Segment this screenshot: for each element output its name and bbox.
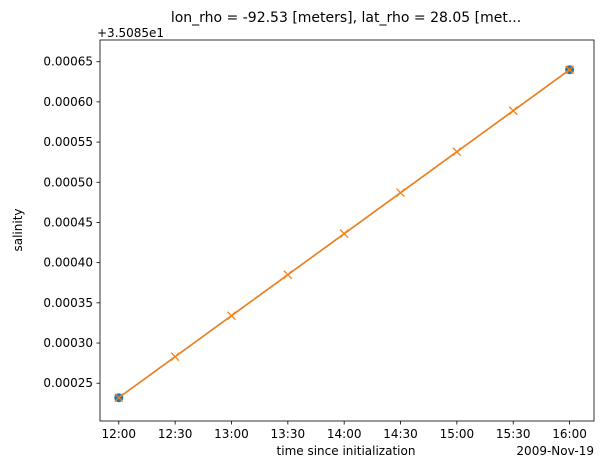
point-marker <box>283 270 293 280</box>
y-tick-label: 0.00035 <box>43 296 93 310</box>
x-axis-label: time since initialization <box>277 444 416 458</box>
point-marker <box>508 106 518 116</box>
y-tick-label: 0.00030 <box>43 336 93 350</box>
y-axis-label: salinity <box>11 208 25 251</box>
x-tick-label: 15:00 <box>440 427 475 441</box>
x-tick-label: 14:30 <box>383 427 418 441</box>
point-marker <box>452 147 462 157</box>
x-tick-label: 13:00 <box>214 427 249 441</box>
y-tick-label: 0.00050 <box>43 175 93 189</box>
point-marker <box>227 311 236 321</box>
y-tick-label: 0.00025 <box>43 376 93 390</box>
point-marker <box>339 229 349 239</box>
point-marker <box>170 352 180 362</box>
chart-title: lon_rho = -92.53 [meters], lat_rho = 28.… <box>171 10 521 26</box>
x-tick-label: 12:00 <box>101 427 136 441</box>
point-marker <box>114 393 124 403</box>
x-tick-label: 16:00 <box>552 427 587 441</box>
x-tick-label: 13:30 <box>271 427 306 441</box>
y-tick-label: 0.00065 <box>43 55 93 69</box>
x-tick-label: 12:30 <box>158 427 193 441</box>
y-tick-label: 0.00040 <box>43 256 93 270</box>
y-tick-label: 0.00060 <box>43 95 93 109</box>
y-offset-label: +3.5085e1 <box>97 26 164 40</box>
x-tick-label: 15:30 <box>496 427 531 441</box>
x-offset-label: 2009-Nov-19 <box>516 444 594 458</box>
y-tick-label: 0.00045 <box>43 215 93 229</box>
point-marker <box>396 188 405 198</box>
point-marker <box>565 65 575 75</box>
x-tick-label: 14:00 <box>327 427 362 441</box>
y-tick-label: 0.00055 <box>43 135 93 149</box>
plot-frame <box>99 39 595 422</box>
